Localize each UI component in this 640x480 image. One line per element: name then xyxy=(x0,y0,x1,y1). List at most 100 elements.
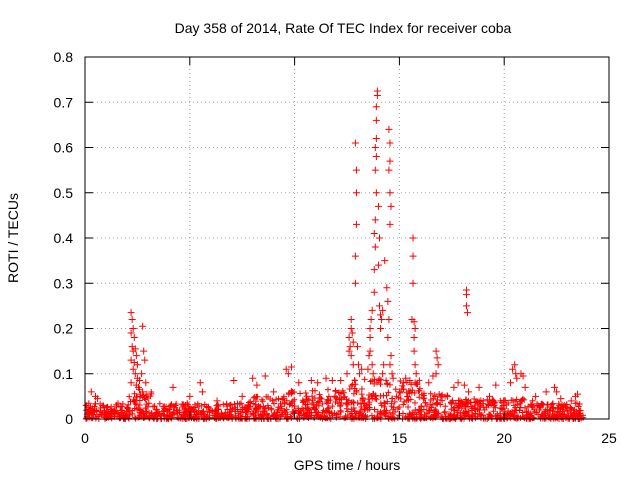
scatter-point xyxy=(138,370,146,378)
baseline-point xyxy=(420,406,427,413)
scatter-point xyxy=(345,347,353,355)
scatter-point xyxy=(384,297,392,305)
baseline-point xyxy=(148,388,155,395)
baseline-point xyxy=(323,414,330,421)
baseline-point xyxy=(423,403,430,410)
plot-frame xyxy=(84,56,610,420)
chart-title: Day 358 of 2014, Rate Of TEC Index for r… xyxy=(175,20,512,36)
baseline-point xyxy=(250,400,257,407)
x-tick-label: 20 xyxy=(496,430,512,446)
baseline-point xyxy=(317,394,324,401)
baseline-point xyxy=(549,400,556,407)
baseline-point xyxy=(201,415,208,422)
scatter-point xyxy=(364,365,372,373)
baseline-point xyxy=(420,390,427,397)
scatter-point xyxy=(140,347,148,355)
baseline-point xyxy=(348,382,355,389)
baseline-point xyxy=(309,397,316,404)
baseline-point xyxy=(407,396,414,403)
baseline-point xyxy=(180,413,187,420)
baseline-point xyxy=(187,411,194,418)
scatter-point xyxy=(141,356,149,364)
baseline-point xyxy=(192,404,199,411)
baseline-point xyxy=(360,400,367,407)
baseline-point xyxy=(259,398,266,405)
scatter-point xyxy=(450,383,458,391)
baseline-point xyxy=(450,415,457,422)
x-tick-label: 0 xyxy=(81,430,89,446)
baseline-point xyxy=(285,391,292,398)
baseline-point xyxy=(416,377,423,384)
baseline-point xyxy=(424,410,431,417)
baseline-point xyxy=(351,377,358,384)
baseline-point xyxy=(343,396,350,403)
scatter-point xyxy=(425,379,433,387)
scatter-point xyxy=(432,347,440,355)
baseline-point xyxy=(366,399,373,406)
baseline-point xyxy=(476,406,483,413)
scatter-point xyxy=(411,325,419,332)
baseline-point xyxy=(156,410,163,417)
scatter-point xyxy=(379,306,387,314)
baseline-point xyxy=(242,409,249,416)
baseline-point xyxy=(136,401,143,408)
baseline-point xyxy=(508,411,515,418)
scatter-point xyxy=(372,116,380,124)
baseline-point xyxy=(428,404,435,411)
baseline-point xyxy=(281,399,288,406)
baseline-point xyxy=(388,403,395,410)
baseline-point xyxy=(212,407,219,414)
scatter-point xyxy=(411,361,419,369)
scatter-point xyxy=(370,266,378,274)
baseline-point xyxy=(439,397,446,404)
baseline-point xyxy=(399,382,406,389)
baseline-point xyxy=(430,395,437,402)
baseline-point xyxy=(249,410,256,417)
scatter-point xyxy=(196,379,204,387)
scatter-point xyxy=(475,383,483,391)
baseline-point xyxy=(225,415,232,422)
baseline-point xyxy=(118,403,125,410)
scatter-point xyxy=(142,379,150,387)
axes: 0 0.1 0.2 0.3 0.4 0.5 0.6 0.7 0.8 0 5 10 15 20 25 xyxy=(54,49,617,446)
baseline-point xyxy=(525,409,532,416)
baseline-point xyxy=(525,403,532,410)
baseline-point xyxy=(337,407,344,414)
scatter-point xyxy=(139,322,147,330)
baseline-point xyxy=(133,393,140,400)
scatter-point xyxy=(574,390,582,398)
scatter-point xyxy=(129,347,137,355)
baseline-point xyxy=(344,408,351,415)
scatter-point xyxy=(143,390,151,398)
baseline-point xyxy=(281,407,288,414)
baseline-point xyxy=(124,405,131,412)
scatter-point xyxy=(567,397,575,405)
scatter-point xyxy=(307,377,315,385)
scatter-point xyxy=(509,365,517,373)
scatter-point xyxy=(557,395,565,403)
scatter-point xyxy=(351,279,359,287)
scatter-point xyxy=(287,363,295,371)
scatter-point xyxy=(373,87,381,95)
scatter-point xyxy=(135,377,143,385)
baseline-point xyxy=(98,411,105,418)
y-tick-label: 0.8 xyxy=(54,49,74,65)
baseline-point xyxy=(92,400,99,407)
baseline-point xyxy=(352,381,359,388)
baseline-point xyxy=(141,414,148,421)
baseline-point xyxy=(337,402,344,409)
baseline-point xyxy=(388,395,395,402)
scatter-point xyxy=(371,216,379,224)
scatter-point xyxy=(370,229,378,237)
scatter-point xyxy=(460,381,468,389)
baseline-point xyxy=(181,411,188,418)
baseline-point xyxy=(324,386,331,393)
baseline-point xyxy=(409,409,416,416)
baseline-point xyxy=(271,400,278,407)
baseline-point xyxy=(386,409,393,416)
baseline-point xyxy=(571,409,578,416)
baseline-point xyxy=(434,410,441,417)
baseline-point xyxy=(143,401,150,408)
y-tick-label: 0.6 xyxy=(54,140,74,156)
